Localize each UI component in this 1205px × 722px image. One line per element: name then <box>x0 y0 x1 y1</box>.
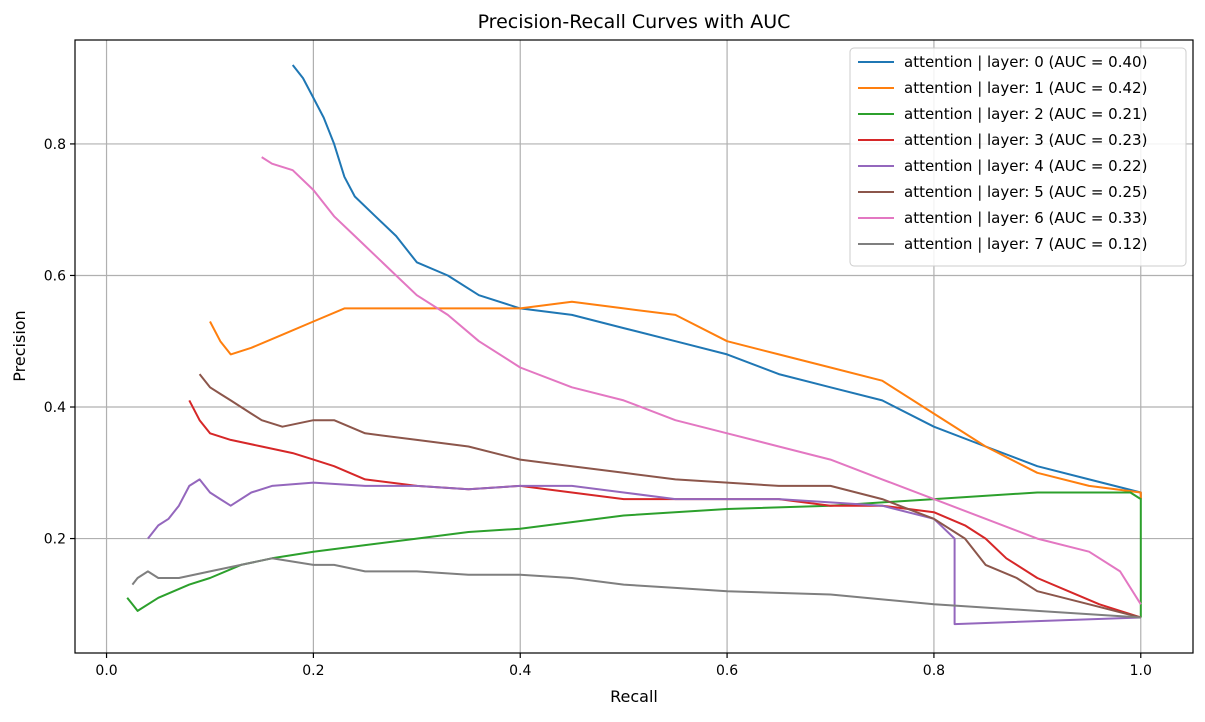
chart-title: Precision-Recall Curves with AUC <box>478 11 791 33</box>
axis-ticks: 0.0 0.2 0.4 0.6 0.8 1.0 0.2 0.4 0.6 0.8 <box>44 137 1152 679</box>
y-tick-label: 0.8 <box>44 137 66 153</box>
x-tick-label: 0.4 <box>509 663 531 679</box>
x-tick-label: 0.2 <box>302 663 324 679</box>
x-tick-label: 0.6 <box>716 663 738 679</box>
series-line-layer-0 <box>291 64 1142 500</box>
series-line-layer-5 <box>198 373 1142 619</box>
y-tick-label: 0.4 <box>44 400 66 416</box>
legend-entry-layer-1: attention | layer: 1 (AUC = 0.42) <box>904 79 1147 97</box>
legend-entry-layer-3: attention | layer: 3 (AUC = 0.23) <box>904 131 1147 149</box>
y-tick-label: 0.6 <box>44 268 66 284</box>
x-tick-label: 0.8 <box>923 663 945 679</box>
legend-entry-layer-2: attention | layer: 2 (AUC = 0.21) <box>904 105 1147 123</box>
x-tick-label: 1.0 <box>1130 663 1152 679</box>
series-line-layer-6 <box>261 156 1142 605</box>
series-line-layer-1 <box>209 300 1142 500</box>
legend-entry-layer-7: attention | layer: 7 (AUC = 0.12) <box>904 235 1147 253</box>
legend-entry-layer-4: attention | layer: 4 (AUC = 0.22) <box>904 157 1147 175</box>
legend-entry-layer-0: attention | layer: 0 (AUC = 0.40) <box>904 53 1147 71</box>
y-tick-label: 0.2 <box>44 532 66 548</box>
x-tick-label: 0.0 <box>95 663 117 679</box>
series-line-layer-2 <box>126 491 1142 618</box>
series-line-layer-4 <box>147 478 1141 626</box>
x-axis-label: Recall <box>610 687 658 706</box>
legend: attention | layer: 0 (AUC = 0.40) attenti… <box>849 47 1187 267</box>
legend-entry-layer-6: attention | layer: 6 (AUC = 0.33) <box>904 209 1147 227</box>
legend-box <box>849 47 1187 267</box>
legend-entry-layer-5: attention | layer: 5 (AUC = 0.25) <box>904 183 1147 201</box>
y-axis-label: Precision <box>10 310 29 381</box>
plot-frame <box>74 39 1194 654</box>
series-group <box>126 64 1142 626</box>
series-line-layer-3 <box>188 399 1142 619</box>
series-line-layer-7 <box>131 557 1141 619</box>
